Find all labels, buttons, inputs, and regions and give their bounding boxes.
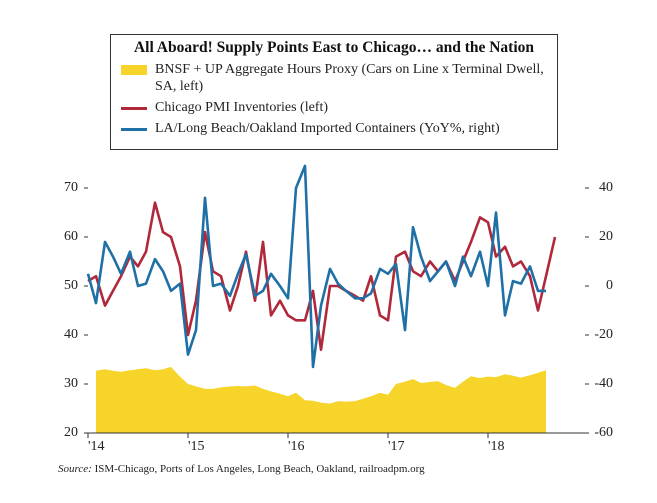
line: [87, 201, 557, 351]
y2-tick-label: -60: [594, 425, 613, 440]
y-tick-label: 50: [64, 278, 78, 293]
y2-tick-label: 0: [606, 278, 613, 293]
y-tick-label: 20: [64, 425, 78, 440]
legend-swatch: [121, 128, 147, 131]
legend-item: BNSF + UP Aggregate Hours Proxy (Cars on…: [121, 61, 547, 95]
legend-swatch: [121, 65, 147, 75]
chart-title: All Aboard! Supply Points East to Chicag…: [133, 39, 535, 56]
source-text: ISM-Chicago, Ports of Los Angeles, Long …: [94, 463, 425, 475]
x-tick-label: '17: [388, 439, 405, 454]
legend: All Aboard! Supply Points East to Chicag…: [110, 34, 558, 150]
source-label: Source:: [58, 463, 92, 475]
y-tick-label: 40: [64, 327, 78, 342]
x-tick-label: '18: [488, 439, 505, 454]
y2-tick-label: -40: [594, 376, 613, 391]
y2-tick-label: 40: [599, 180, 613, 195]
y-tick-label: 30: [64, 376, 78, 391]
y-tick-label: 60: [64, 229, 78, 244]
legend-item: LA/Long Beach/Oakland Imported Container…: [121, 120, 547, 137]
area: [96, 366, 546, 433]
x-tick-label: '16: [288, 439, 305, 454]
legend-swatch: [121, 107, 147, 110]
legend-label: Chicago PMI Inventories (left): [155, 100, 329, 115]
x-tick-label: '15: [188, 439, 205, 454]
legend-label: LA/Long Beach/Oakland Imported Container…: [155, 121, 500, 136]
legend-label: BNSF + UP Aggregate Hours Proxy (Cars on…: [155, 62, 544, 94]
y2-tick-label: 20: [599, 229, 613, 244]
y2-tick-label: -20: [594, 327, 613, 342]
line: [86, 164, 546, 369]
source-note: Source: ISM-Chicago, Ports of Los Angele…: [58, 463, 425, 475]
y-tick-label: 70: [64, 180, 78, 195]
legend-item: Chicago PMI Inventories (left): [121, 99, 547, 116]
x-tick-label: '14: [88, 439, 105, 454]
